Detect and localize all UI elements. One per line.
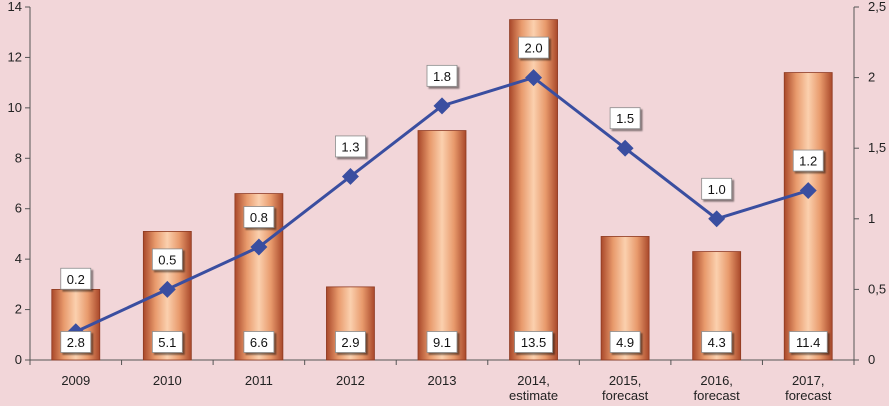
x-tick-label: forecast [602,388,649,403]
x-tick-label: 2010 [153,373,182,388]
line-point-marker [433,97,451,115]
line-value-label: 1.3 [341,139,359,154]
line-value-label: 1.2 [799,154,817,169]
line-value-label: 1.5 [616,111,634,126]
line-point-marker [158,280,176,298]
bar [783,72,833,361]
line-value-label-box [151,248,183,271]
bar-value-label-box [60,331,92,353]
y-left-tick-label: 12 [8,49,22,64]
line-point-marker [708,210,726,228]
y-right-tick-label: 1,5 [868,140,886,155]
bar-value-label-box [788,331,828,353]
bar-value-label-box [609,331,641,353]
x-tick-label: forecast [785,388,832,403]
bar-value-label: 13.5 [521,335,546,350]
bar-value-label: 6.6 [250,335,268,350]
bar-value-label: 5.1 [158,335,176,350]
axes: 0 2 4 6 8 10 12 14 0 0,5 1 1,5 2 2,5 2009 2010 2011 2012 2… [8,0,887,403]
y-left-tick-label: 2 [15,302,22,317]
y-left-tick-label: 6 [15,201,22,216]
y-left-tick-label: 0 [15,352,22,367]
line-point-marker [250,238,268,256]
line-value-label: 0.5 [158,252,176,267]
y-left-tick-label: 14 [8,0,22,14]
line-value-label-box [243,206,275,228]
x-tick-label: 2015, [609,373,642,388]
x-tick-label: 2016, [700,373,733,388]
bar-value-label: 4.9 [616,335,634,350]
line-value-label-box [60,267,92,290]
bar-value-label: 9.1 [433,335,451,350]
bar-value-label-box [243,331,275,353]
y-right-tick-label: 2,5 [868,0,886,14]
x-tick-label: 2009 [61,373,90,388]
y-right-tick-label: 0,5 [868,281,886,296]
line-value-label-box [335,135,366,158]
x-tick-label: 2011 [245,373,273,388]
bar-value-label-box [701,331,733,353]
bar-value-label-box [151,331,183,353]
line-value-label-box [426,64,458,87]
y-right-tick-label: 1 [868,211,875,226]
line-value-label: 0.8 [250,210,268,225]
line-value-label: 0.2 [67,272,85,287]
y-left-tick-label: 4 [15,251,22,266]
line-point-marker [525,69,543,87]
x-tick-label: estimate [509,388,558,403]
data-labels: 2.8 5.1 6.6 2.9 9.1 13.5 4.9 4.3 11.4 0.2 0.5 0.8 1.… [60,36,828,353]
line-value-label-box [792,149,824,172]
bar-value-label-box [335,331,366,353]
bar-value-label: 4.3 [708,335,726,350]
line-value-label: 2.0 [525,41,543,56]
x-tick-label: 2014, [517,373,550,388]
x-tick-label: forecast [694,388,741,403]
line-value-label: 1.0 [708,182,726,197]
line-value-label-box [701,177,733,200]
y-right-tick-label: 0 [868,352,875,367]
bar-value-label-box [514,331,553,353]
x-tick-label: 2012 [336,373,365,388]
bar [417,130,467,361]
line-value-label: 1.8 [433,69,451,84]
y-right-tick-label: 2 [868,70,875,85]
y-left-tick-label: 10 [8,100,22,115]
line-value-label-box [609,107,641,130]
bar-value-label: 2.8 [67,335,85,350]
x-tick-label: 2017, [792,373,825,388]
line-value-label-box [518,36,549,59]
bar-value-label-box [426,331,458,353]
line-point-marker [341,167,359,185]
line-point-marker [616,139,634,157]
bar-value-label: 11.4 [796,335,820,350]
line-point-marker [799,182,817,200]
x-tick-label: 2013 [428,373,457,388]
bar-value-label: 2.9 [341,335,359,350]
y-left-tick-label: 8 [15,150,22,165]
